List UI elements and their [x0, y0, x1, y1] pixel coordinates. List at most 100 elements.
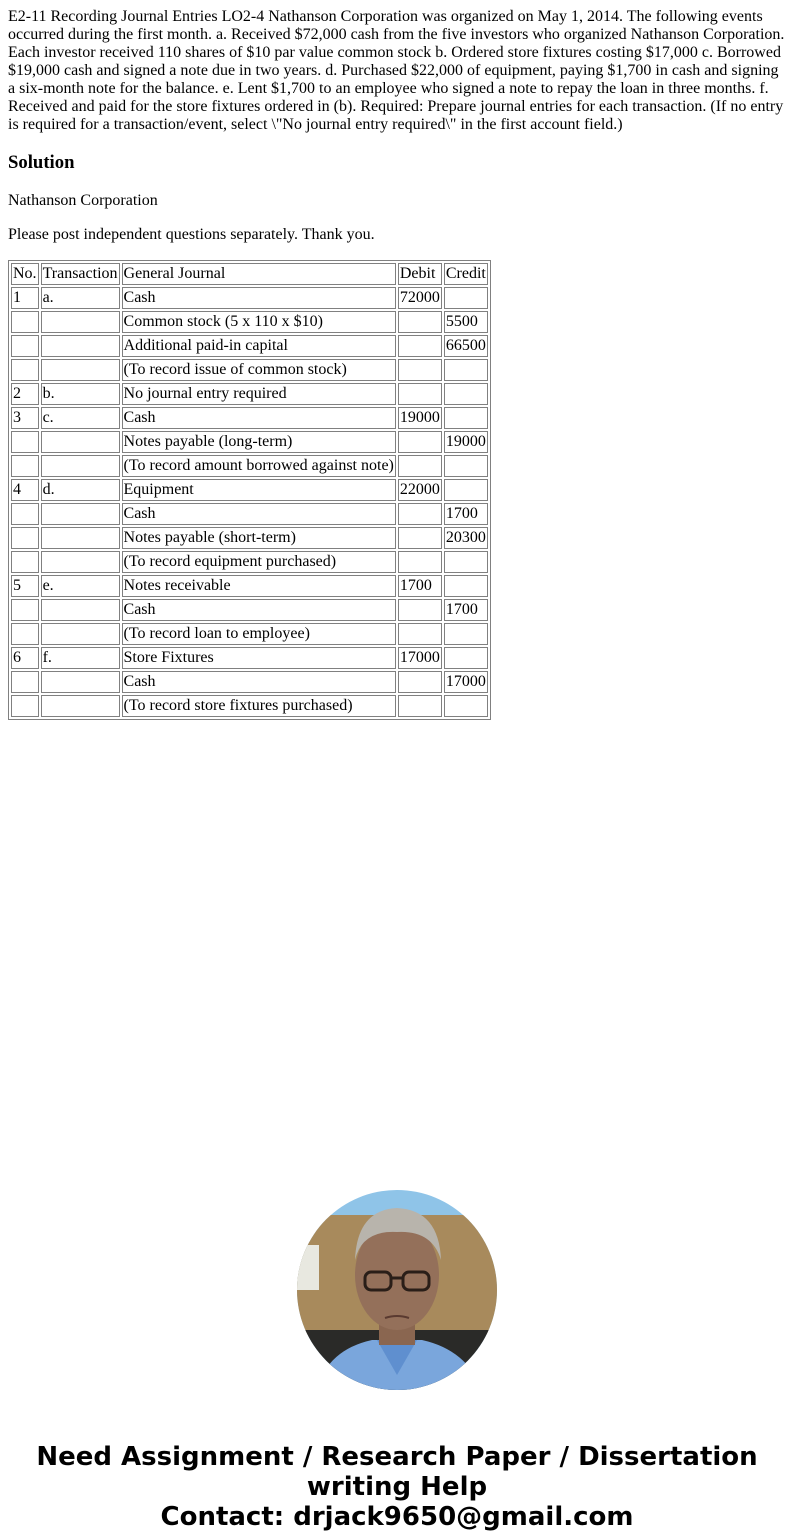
table-row: Cash 17000 [11, 671, 488, 693]
cell-transaction [40, 551, 120, 573]
cell-no: 5 [11, 575, 39, 597]
cell-account: Cash [121, 287, 396, 309]
cell-credit [443, 695, 488, 717]
table-row: 3 c. Cash 19000 [11, 407, 488, 429]
cell-transaction: e. [40, 575, 120, 597]
cell-debit: 19000 [397, 407, 442, 429]
cell-account: Store Fixtures [121, 647, 396, 669]
table-row: (To record amount borrowed against note) [11, 455, 488, 477]
solution-heading: Solution [8, 152, 75, 173]
cell-account: (To record loan to employee) [121, 623, 396, 645]
table-row: 6 f. Store Fixtures 17000 [11, 647, 488, 669]
journal-table: No. Transaction General Journal Debit Credit… [8, 260, 491, 720]
cell-transaction [40, 455, 120, 477]
cell-debit [397, 455, 442, 477]
table-row: (To record issue of common stock) [11, 359, 488, 381]
table-row: Notes payable (short-term) 20300 [11, 527, 488, 549]
cell-credit: 66500 [443, 335, 488, 357]
cell-transaction [40, 311, 120, 333]
author-avatar [297, 1190, 497, 1390]
table-row: (To record equipment purchased) [11, 551, 488, 573]
cell-credit [443, 479, 488, 501]
cell-credit: 1700 [443, 503, 488, 525]
cell-credit [443, 575, 488, 597]
cell-transaction [40, 359, 120, 381]
cell-debit [397, 527, 442, 549]
cell-credit [443, 455, 488, 477]
cell-transaction: a. [40, 287, 120, 309]
cell-no [11, 599, 39, 621]
cell-account: (To record equipment purchased) [121, 551, 396, 573]
table-row: 1 a. Cash 72000 [11, 287, 488, 309]
cell-account: Cash [121, 503, 396, 525]
table-row: (To record store fixtures purchased) [11, 695, 488, 717]
cell-account: No journal entry required [121, 383, 396, 405]
cell-account: Notes payable (short-term) [121, 527, 396, 549]
cell-no: No. [11, 263, 39, 285]
cell-debit [397, 551, 442, 573]
cell-account: Common stock (5 x 110 x $10) [121, 311, 396, 333]
cell-credit [443, 551, 488, 573]
cell-transaction [40, 335, 120, 357]
question-text: E2-11 Recording Journal Entries LO2-4 Na… [8, 8, 785, 133]
cell-credit: 1700 [443, 599, 488, 621]
cell-no [11, 503, 39, 525]
cell-credit [443, 647, 488, 669]
cell-credit [443, 287, 488, 309]
table-row: Common stock (5 x 110 x $10) 5500 [11, 311, 488, 333]
cell-account: Notes receivable [121, 575, 396, 597]
cell-credit [443, 359, 488, 381]
cell-debit [397, 695, 442, 717]
table-row: Cash 1700 [11, 599, 488, 621]
cell-transaction [40, 671, 120, 693]
cell-debit [397, 359, 442, 381]
cell-debit [397, 671, 442, 693]
cell-no: 2 [11, 383, 39, 405]
cell-no: 6 [11, 647, 39, 669]
cell-debit [397, 383, 442, 405]
cell-transaction [40, 527, 120, 549]
cell-no [11, 335, 39, 357]
table-row: 4 d. Equipment 22000 [11, 479, 488, 501]
cell-debit: 72000 [397, 287, 442, 309]
cell-credit [443, 383, 488, 405]
table-row: Additional paid-in capital 66500 [11, 335, 488, 357]
cell-debit: 1700 [397, 575, 442, 597]
cell-no [11, 551, 39, 573]
company-name: Nathanson Corporation [8, 192, 158, 209]
cell-credit: 20300 [443, 527, 488, 549]
cell-debit [397, 503, 442, 525]
cell-debit: Debit [397, 263, 442, 285]
cell-no: 1 [11, 287, 39, 309]
cell-account: Equipment [121, 479, 396, 501]
cell-account: Notes payable (long-term) [121, 431, 396, 453]
cell-debit: 17000 [397, 647, 442, 669]
table-row: Cash 1700 [11, 503, 488, 525]
cell-account: (To record store fixtures purchased) [121, 695, 396, 717]
note-text: Please post independent questions separa… [8, 226, 375, 243]
cell-transaction [40, 695, 120, 717]
cell-account: Cash [121, 407, 396, 429]
cell-credit: Credit [443, 263, 488, 285]
cell-transaction: c. [40, 407, 120, 429]
header-row: No. Transaction General Journal Debit Credit [11, 263, 488, 285]
table-row: Notes payable (long-term) 19000 [11, 431, 488, 453]
cell-no: 4 [11, 479, 39, 501]
cell-credit [443, 407, 488, 429]
cell-transaction: d. [40, 479, 120, 501]
cell-no [11, 431, 39, 453]
table-row: 5 e. Notes receivable 1700 [11, 575, 488, 597]
cell-credit: 19000 [443, 431, 488, 453]
cell-transaction [40, 599, 120, 621]
cell-account: (To record issue of common stock) [121, 359, 396, 381]
cell-credit: 17000 [443, 671, 488, 693]
cell-debit [397, 311, 442, 333]
cell-no: 3 [11, 407, 39, 429]
cell-transaction: Transaction [40, 263, 120, 285]
cell-no [11, 527, 39, 549]
cell-debit [397, 623, 442, 645]
promo-line: Need Assignment / Research Paper / Disse… [36, 1442, 758, 1502]
cell-debit [397, 431, 442, 453]
promo-banner: Need Assignment / Research Paper / Disse… [8, 1442, 786, 1532]
cell-debit [397, 599, 442, 621]
